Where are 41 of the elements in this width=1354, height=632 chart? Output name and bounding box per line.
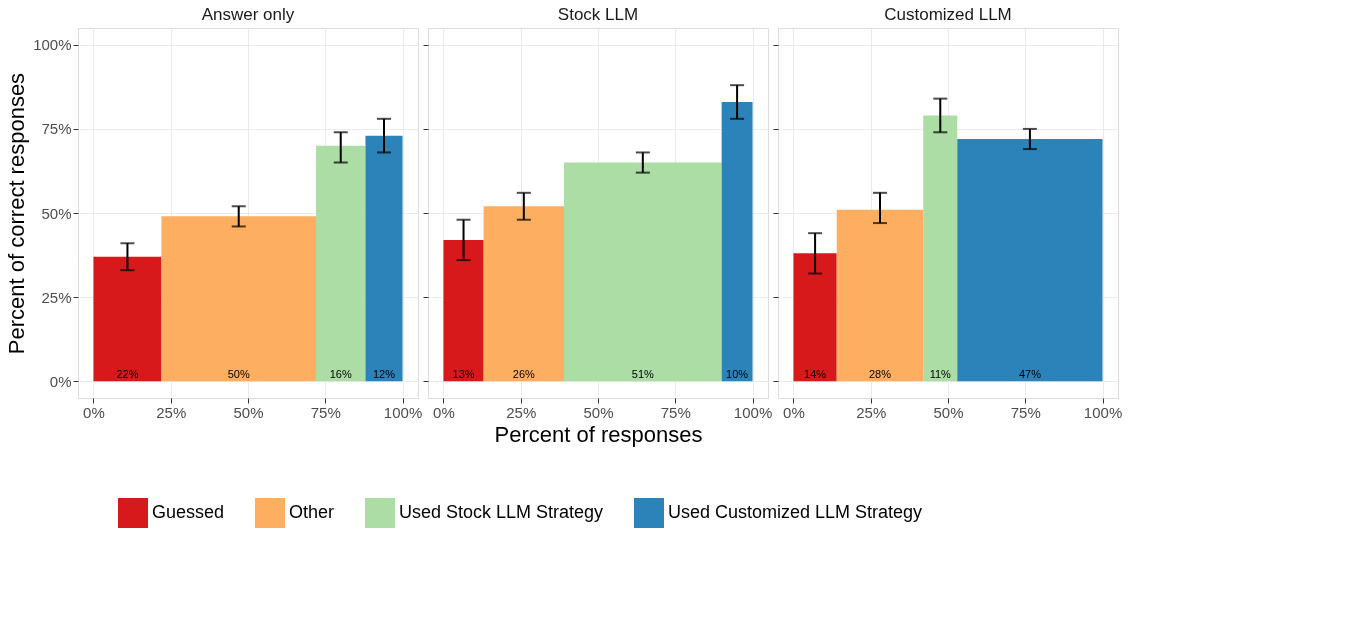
annotation: 14% <box>804 368 827 381</box>
chart-title: Answer only <box>201 5 295 24</box>
y-tick-label: 75% <box>41 120 72 138</box>
annotation: 22% <box>116 368 139 381</box>
x-tick-label: 0% <box>433 403 455 421</box>
x-tick-label: 25% <box>156 403 187 421</box>
x-tick-label: 75% <box>660 403 691 421</box>
annotation: 13% <box>452 368 475 381</box>
x-tick-label: 25% <box>506 403 537 421</box>
legend-label: Guessed <box>152 502 225 522</box>
chart-title: Customized LLM <box>884 5 1012 24</box>
y-axis-title: Percent of correct responses <box>4 72 30 355</box>
x-tick-label: 0% <box>83 403 105 421</box>
annotation: 28% <box>868 368 892 381</box>
x-tick-label: 50% <box>233 403 264 421</box>
annotation: 12% <box>372 368 396 381</box>
annotation: 11% <box>929 368 952 381</box>
x-tick-label: 75% <box>1010 403 1041 421</box>
y-tick-label: 50% <box>41 204 72 222</box>
x-axis-title: Percent of responses <box>494 421 703 447</box>
chart-title: Stock LLM <box>557 5 639 24</box>
annotation: 16% <box>329 368 352 381</box>
annotation: 47% <box>1018 368 1042 381</box>
y-tick-label: 100% <box>33 36 72 54</box>
annotation: 50% <box>227 368 250 381</box>
legend-label: Used Stock LLM Strategy <box>399 502 604 522</box>
y-tick-label: 0% <box>49 372 72 390</box>
x-tick-label: 100% <box>383 403 423 421</box>
x-tick-label: 50% <box>933 403 964 421</box>
y-tick-label: 25% <box>41 288 72 306</box>
x-tick-label: 75% <box>310 403 341 421</box>
x-tick-label: 100% <box>733 403 773 421</box>
annotation: 10% <box>726 368 749 381</box>
legend-label: Other <box>289 502 335 522</box>
x-tick-label: 25% <box>856 403 887 421</box>
x-tick-label: 100% <box>1083 403 1123 421</box>
x-tick-label: 0% <box>783 403 805 421</box>
annotation: 51% <box>631 368 655 381</box>
legend-label: Used Customized LLM Strategy <box>668 502 923 522</box>
x-tick-label: 50% <box>583 403 614 421</box>
annotation: 26% <box>512 368 536 381</box>
